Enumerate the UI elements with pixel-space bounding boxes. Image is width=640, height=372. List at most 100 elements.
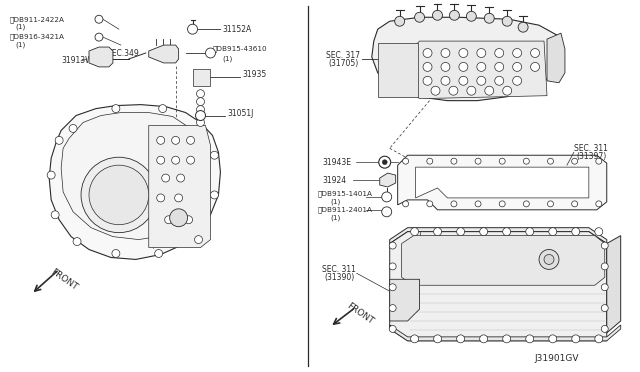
Circle shape [381, 192, 392, 202]
Text: ⓜDB915-1401A: ⓜDB915-1401A [318, 190, 373, 197]
Text: J31901GV: J31901GV [534, 354, 579, 363]
Circle shape [415, 12, 424, 22]
Circle shape [196, 98, 205, 106]
Circle shape [196, 106, 205, 113]
Text: 31913W: 31913W [61, 57, 93, 65]
Circle shape [89, 165, 148, 225]
Polygon shape [402, 235, 605, 285]
Polygon shape [390, 279, 420, 321]
Circle shape [441, 48, 450, 57]
Circle shape [112, 250, 120, 257]
Circle shape [513, 62, 522, 71]
Text: 31152A: 31152A [223, 25, 252, 34]
Polygon shape [372, 17, 561, 101]
Circle shape [467, 86, 476, 95]
Circle shape [484, 86, 493, 95]
Circle shape [601, 263, 608, 270]
Polygon shape [415, 41, 547, 99]
Circle shape [411, 335, 419, 343]
Circle shape [423, 76, 432, 85]
Circle shape [379, 156, 390, 168]
Circle shape [524, 158, 529, 164]
Polygon shape [390, 325, 621, 341]
Circle shape [595, 228, 603, 235]
Circle shape [531, 48, 540, 57]
Circle shape [499, 201, 505, 207]
Polygon shape [49, 105, 220, 259]
Circle shape [449, 86, 458, 95]
Circle shape [484, 13, 494, 23]
Circle shape [502, 16, 512, 26]
Circle shape [389, 326, 396, 333]
Text: FRONT: FRONT [345, 302, 375, 327]
Circle shape [441, 76, 450, 85]
Circle shape [547, 201, 554, 207]
Circle shape [195, 235, 202, 244]
Circle shape [525, 228, 534, 235]
Circle shape [502, 228, 511, 235]
Circle shape [411, 228, 419, 235]
Circle shape [459, 62, 468, 71]
Circle shape [601, 305, 608, 312]
Circle shape [457, 335, 465, 343]
Circle shape [184, 216, 193, 224]
Text: (31390): (31390) [324, 273, 354, 282]
Circle shape [479, 335, 488, 343]
Circle shape [499, 158, 505, 164]
Circle shape [162, 174, 170, 182]
Circle shape [572, 201, 578, 207]
Circle shape [475, 201, 481, 207]
Circle shape [431, 86, 440, 95]
Circle shape [513, 48, 522, 57]
Polygon shape [380, 173, 396, 187]
Circle shape [157, 137, 164, 144]
Text: ⓓDB916-3421A: ⓓDB916-3421A [10, 34, 65, 41]
Circle shape [433, 10, 442, 20]
Circle shape [47, 171, 55, 179]
Circle shape [572, 335, 580, 343]
Polygon shape [193, 69, 211, 86]
Circle shape [187, 156, 195, 164]
Text: (1): (1) [223, 56, 233, 62]
Circle shape [170, 209, 188, 227]
Polygon shape [547, 33, 565, 83]
Circle shape [172, 137, 180, 144]
Circle shape [427, 201, 433, 207]
Circle shape [434, 335, 442, 343]
Circle shape [423, 48, 432, 57]
Circle shape [164, 216, 173, 224]
Circle shape [601, 284, 608, 291]
Circle shape [381, 207, 392, 217]
Text: SEC. 317: SEC. 317 [326, 51, 360, 61]
Text: ⓝDB911-2422A: ⓝDB911-2422A [10, 16, 65, 23]
Text: 31943E: 31943E [322, 158, 351, 167]
Polygon shape [378, 43, 417, 97]
Text: SEC. 311: SEC. 311 [322, 265, 356, 274]
Circle shape [547, 158, 554, 164]
Circle shape [389, 305, 396, 312]
Text: (1): (1) [330, 199, 340, 205]
Circle shape [495, 62, 504, 71]
Circle shape [73, 238, 81, 246]
Circle shape [467, 11, 476, 21]
Circle shape [434, 228, 442, 235]
Circle shape [459, 76, 468, 85]
Polygon shape [148, 45, 179, 63]
Circle shape [457, 228, 465, 235]
Text: 31935: 31935 [243, 70, 267, 79]
Circle shape [389, 242, 396, 249]
Text: FRONT: FRONT [49, 267, 79, 292]
Circle shape [155, 250, 163, 257]
Circle shape [159, 105, 166, 113]
Circle shape [596, 201, 602, 207]
Circle shape [196, 110, 205, 121]
Circle shape [451, 158, 457, 164]
Circle shape [112, 105, 120, 113]
Circle shape [423, 62, 432, 71]
Circle shape [601, 242, 608, 249]
Circle shape [389, 263, 396, 270]
Circle shape [449, 10, 460, 20]
Circle shape [441, 62, 450, 71]
Circle shape [502, 335, 511, 343]
Polygon shape [607, 235, 621, 333]
